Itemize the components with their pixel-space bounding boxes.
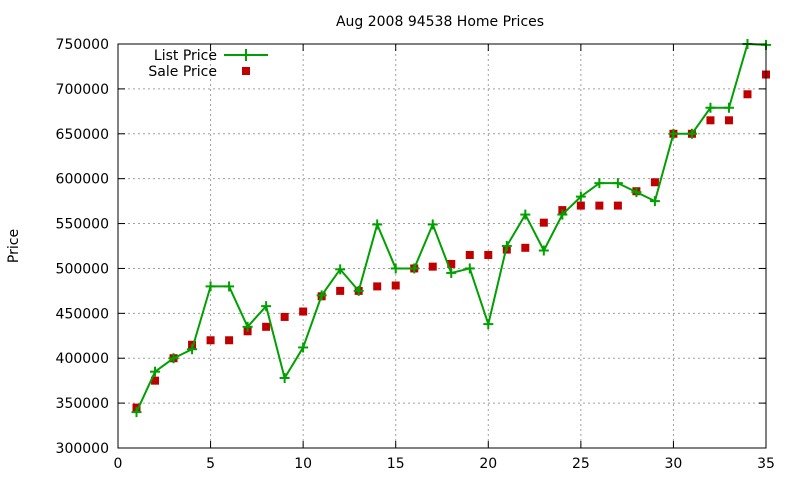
list-price-point [575,191,586,202]
legend-label-list-price: List Price [154,48,217,64]
sale-price-point [447,259,456,268]
sale-price-point [743,90,752,99]
list-price-point [520,209,531,220]
legend-marker-list-price [240,49,252,61]
sale-price-point [391,281,400,290]
list-price-point [335,264,346,275]
sale-price-point [225,336,234,345]
y-tick-label: 450000 [56,306,109,322]
sale-price-point [299,307,308,316]
series-layer [131,39,771,418]
y-tick-label: 350000 [56,396,109,412]
list-price-point [501,241,512,251]
x-tick-label: 35 [757,456,775,472]
x-tick-label: 15 [387,456,405,472]
list-price-point [557,209,568,220]
sale-price-point [595,201,604,210]
sale-price-point [484,250,493,259]
axis-ticks: 0 5 10 15 20 25 30 35 300000 350000 400000 450000 50… [56,37,775,472]
sale-price-point [576,201,585,210]
y-tick-label: 400000 [56,351,109,367]
list-price-point [390,263,401,274]
list-price-point [187,344,198,355]
sale-price-point [521,243,530,252]
list-price-line [135,43,767,413]
list-price-point [279,372,290,383]
list-price-point [649,196,660,207]
legend: List Price Sale Price [148,48,268,80]
y-tick-label: 550000 [56,217,109,233]
list-price-point [446,267,457,278]
list-price-point [150,366,161,377]
chart-title: Aug 2008 94538 Home Prices [336,14,544,30]
sale-price-point [262,322,271,331]
legend-marker-sale-price [242,67,250,75]
sale-price-point [206,336,215,345]
list-price-point [723,102,734,113]
list-price-point [631,187,642,198]
legend-label-sale-price: Sale Price [148,64,217,80]
list-price-point [261,301,272,312]
sale-price-point [539,218,548,227]
list-price-point [668,128,679,139]
list-price-point [316,290,327,301]
sale-price-point [465,250,474,259]
y-tick-label: 650000 [56,127,109,143]
list-price-point [353,285,364,296]
list-price-point [372,219,383,230]
list-price-point [131,407,142,418]
list-price-point [224,281,235,292]
sale-price-point [336,286,345,295]
list-price-point [464,263,475,274]
list-price-point [168,353,179,364]
sale-price-point [613,201,622,210]
sale-price-point [706,116,715,125]
y-tick-label: 750000 [56,37,109,53]
list-price-point [686,128,697,139]
y-axis-label: Price [6,229,22,263]
sale-price-point [373,282,382,291]
y-tick-label: 500000 [56,261,109,277]
y-tick-label: 600000 [56,172,109,188]
list-price-point [242,321,253,332]
sale-price-point [280,312,289,321]
sale-price-point [724,116,733,125]
x-tick-label: 10 [294,456,312,472]
list-price-point [205,281,216,292]
plot-frame [117,43,767,449]
sale-price-point [428,262,437,271]
list-price-point [483,319,494,330]
y-tick-label: 300000 [56,441,109,457]
list-price-point [409,263,420,274]
x-tick-label: 30 [665,456,683,472]
x-tick-label: 25 [572,456,590,472]
x-tick-label: 5 [206,456,215,472]
list-price-point [427,219,438,230]
list-price-point [612,178,623,189]
sale-price-point [151,376,160,385]
list-price-point [594,178,605,189]
list-price-point [705,102,716,113]
list-price-point [298,342,309,353]
y-tick-label: 700000 [56,82,109,98]
list-price-point [538,245,549,256]
sale-price-point [650,178,659,187]
x-tick-label: 0 [114,456,123,472]
x-tick-label: 20 [479,456,497,472]
